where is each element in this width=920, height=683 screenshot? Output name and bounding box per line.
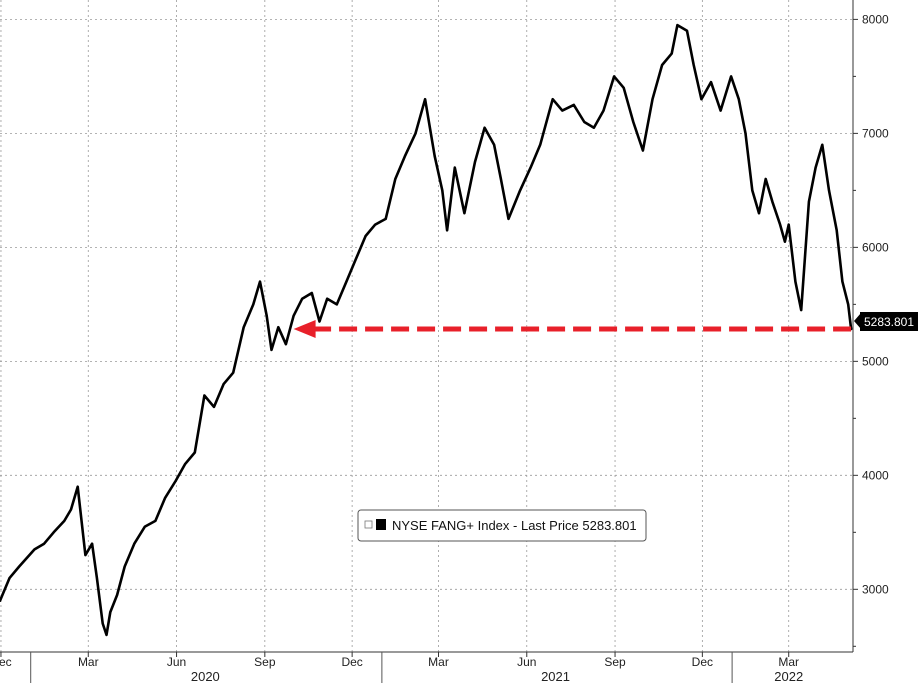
series-line [0,23,853,637]
x-tick-label: Dec [341,655,362,669]
x-tick-label: Jun [167,655,186,669]
x-tick-label: Mar [78,655,99,669]
x-tick-label: Dec [692,655,713,669]
series-layer [0,23,853,637]
x-tick-label: Mar [428,655,449,669]
y-tick-label: 4000 [862,468,889,482]
x-tick-label: Sep [254,655,276,669]
y-tick-label: 3000 [862,582,889,596]
legend: NYSE FANG+ Index - Last Price 5283.801 [357,509,647,542]
legend-swatch [376,519,386,530]
y-tick-label: 5000 [862,354,889,368]
y-axis: 3000 4000 5000 6000 7000 8000 [852,0,889,652]
y-tick-label: 8000 [862,12,889,26]
last-value-pointer [854,313,861,329]
y-tick-label: 6000 [862,240,889,254]
x-tick-label: Sep [604,655,626,669]
year-label: 2020 [191,669,220,683]
last-value-text: 5283.801 [864,315,914,329]
legend-expand-icon [364,520,373,529]
year-label: 2021 [541,669,570,683]
x-tick-label: Mar [778,655,799,669]
legend-label: NYSE FANG+ Index - Last Price 5283.801 [392,518,637,533]
year-label: 2022 [774,669,803,683]
annotation-layer [293,319,852,338]
annotation-arrow-head [293,319,316,338]
grid [0,0,853,652]
y-tick-label: 7000 [862,126,889,140]
last-value-label: 5283.801 [854,312,918,331]
legend-box [357,509,647,542]
x-tick-label: Jun [517,655,536,669]
x-tick-label: Dec [0,655,12,669]
last-value-box [860,312,918,331]
x-axis: Dec Mar Jun Sep Dec Mar Jun Sep Dec Mar 2020 2021 20… [0,651,853,683]
